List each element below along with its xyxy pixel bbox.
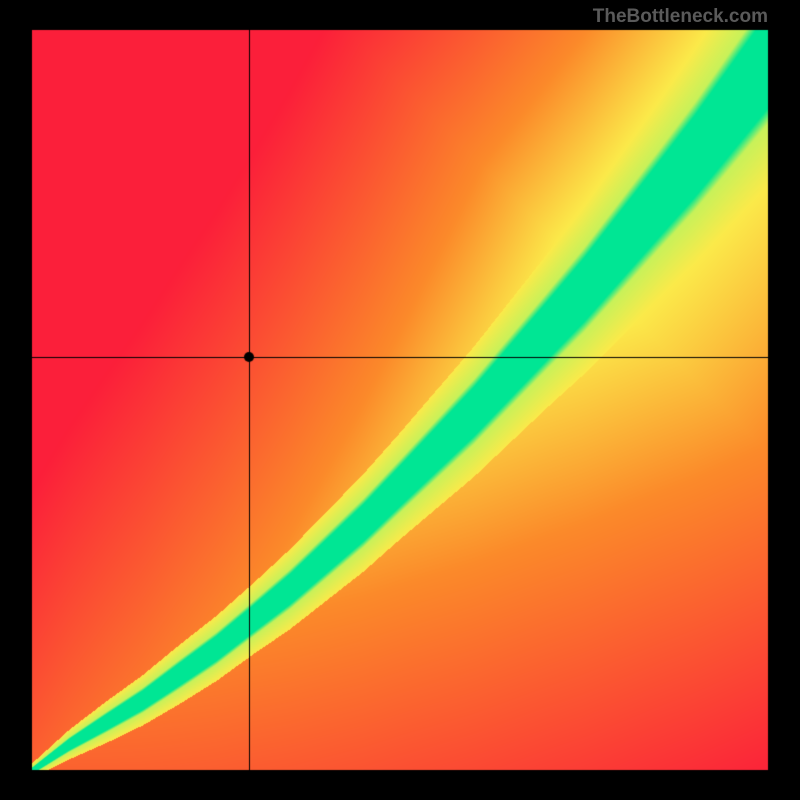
watermark-text: TheBottleneck.com	[593, 6, 768, 28]
chart-container: TheBottleneck.com	[0, 0, 800, 800]
heatmap-canvas	[0, 0, 800, 800]
